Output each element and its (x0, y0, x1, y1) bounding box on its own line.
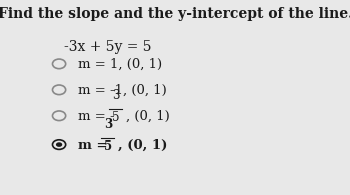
Text: -3x + 5y = 5: -3x + 5y = 5 (64, 40, 152, 54)
Text: 3: 3 (112, 89, 119, 102)
Text: m =: m = (77, 139, 112, 152)
Text: m = -1, (0, 1): m = -1, (0, 1) (77, 84, 166, 97)
Circle shape (56, 142, 62, 147)
Text: , (0, 1): , (0, 1) (118, 139, 167, 152)
Text: 5: 5 (112, 111, 119, 124)
Text: 5: 5 (104, 140, 112, 153)
Text: m = 1, (0, 1): m = 1, (0, 1) (77, 58, 162, 71)
Text: , (0, 1): , (0, 1) (126, 110, 169, 123)
Text: Find the slope and the y-intercept of the line.: Find the slope and the y-intercept of th… (0, 7, 350, 21)
Text: m = -: m = - (77, 110, 114, 123)
Text: 3: 3 (104, 118, 112, 131)
